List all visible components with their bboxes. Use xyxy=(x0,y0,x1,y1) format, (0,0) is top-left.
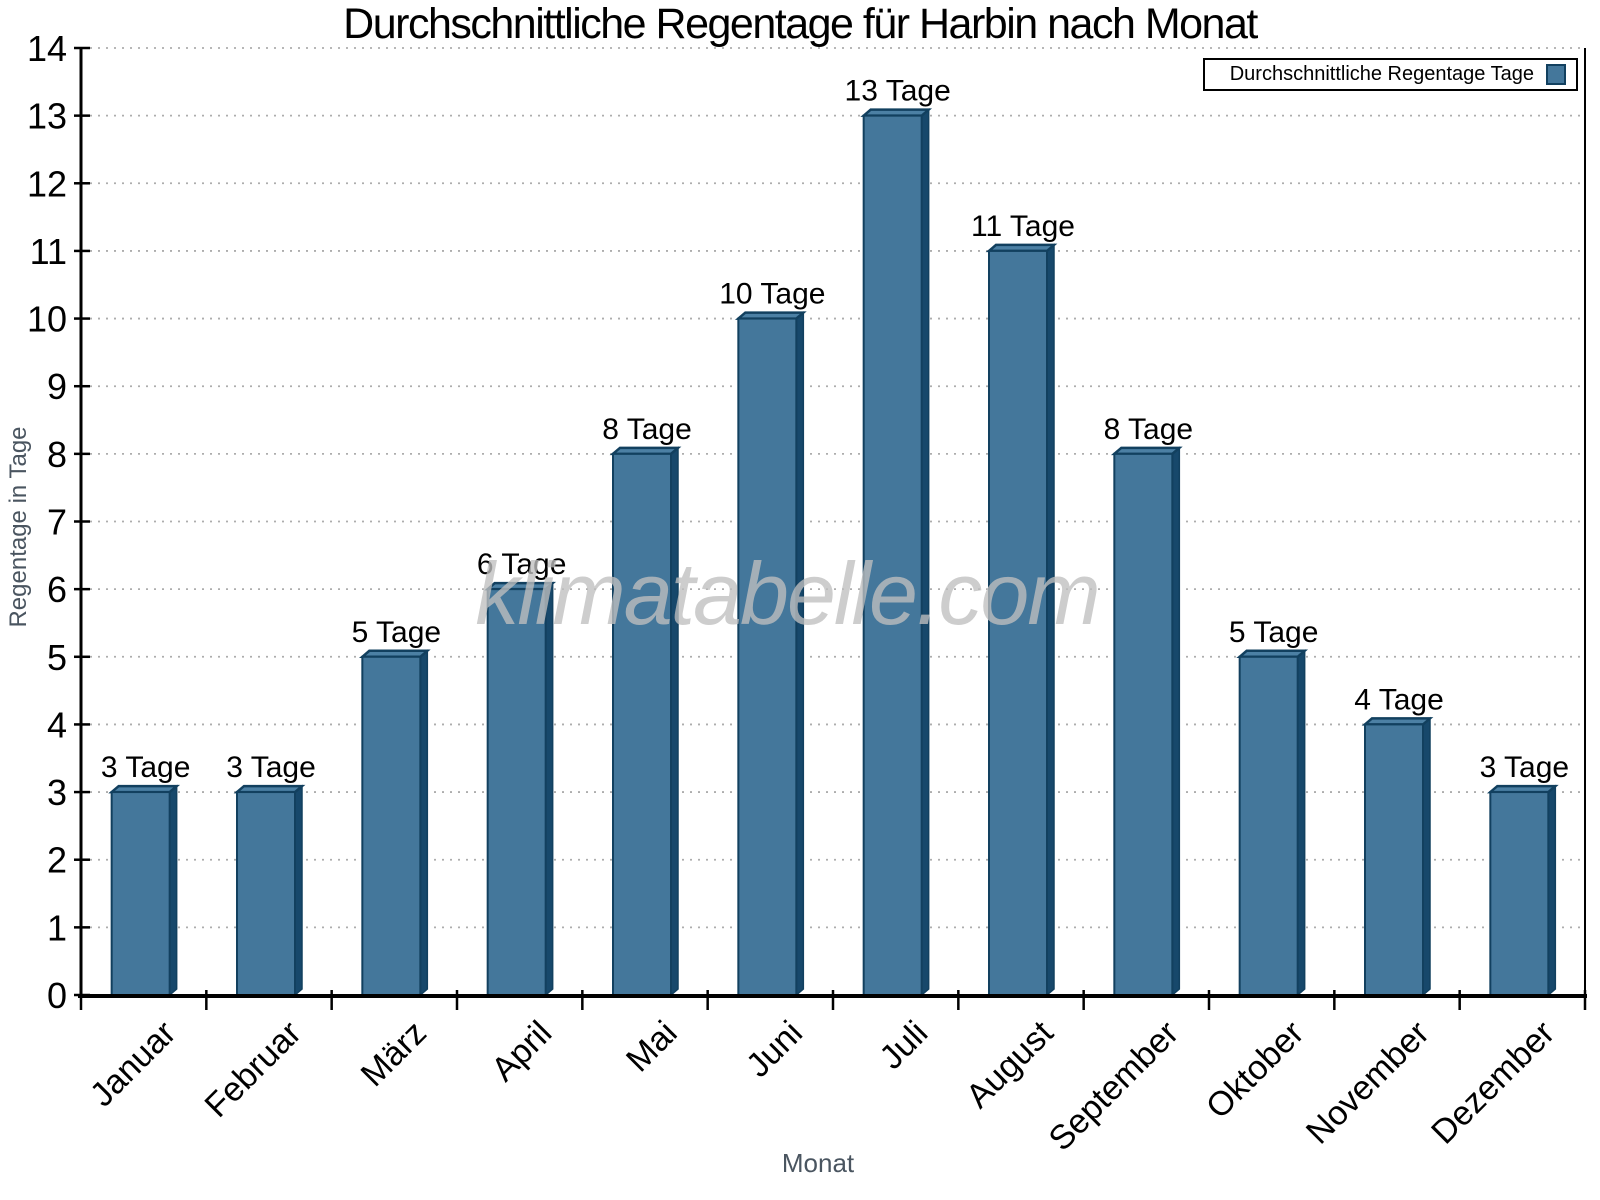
y-tick-label-4: 4 xyxy=(47,704,67,745)
bar-value-label-januar: 3 Tage xyxy=(101,751,191,784)
bar-value-label-november: 4 Tage xyxy=(1354,683,1444,716)
bar-oktober xyxy=(1238,655,1299,996)
bar-marz xyxy=(361,655,422,996)
y-tick-label-6: 6 xyxy=(47,569,67,610)
y-tick-label-0: 0 xyxy=(47,975,67,1016)
x-tick-label-juni: Juni xyxy=(739,1014,810,1085)
bar-januar-side-face xyxy=(168,784,178,997)
bar-september-side-face xyxy=(1171,446,1181,997)
chart-title: Durchschnittliche Regentage für Harbin n… xyxy=(343,0,1258,48)
bar-value-label-februar: 3 Tage xyxy=(226,751,316,784)
x-tick-label-februar: Februar xyxy=(198,1014,309,1125)
y-tick-label-11: 11 xyxy=(30,231,67,272)
bar-value-label-juli: 13 Tage xyxy=(845,75,951,108)
bar-august xyxy=(988,249,1048,996)
y-tick-label-14: 14 xyxy=(27,28,67,69)
x-tick-label-dezember: Dezember xyxy=(1424,1014,1562,1152)
bar-oktober-side-face xyxy=(1296,649,1306,997)
y-tick-label-9: 9 xyxy=(47,366,67,407)
legend-swatch-icon xyxy=(1546,64,1566,85)
x-tick-label-januar: Januar xyxy=(83,1014,183,1114)
x-tick-label-august: August xyxy=(959,1013,1061,1115)
x-tick-label-oktober: Oktober xyxy=(1199,1014,1311,1126)
x-tick-label-juli: Juli xyxy=(872,1014,935,1077)
bar-value-label-april: 6 Tage xyxy=(477,548,567,581)
bar-april-side-face xyxy=(544,581,554,997)
y-tick-label-7: 7 xyxy=(47,502,67,543)
bar-value-label-mai: 8 Tage xyxy=(602,413,692,446)
bar-juni xyxy=(737,317,798,997)
bar-juni-side-face xyxy=(795,310,805,997)
bar-februar-side-face xyxy=(294,784,303,997)
bar-value-label-august: 11 Tage xyxy=(971,210,1075,243)
y-tick-label-3: 3 xyxy=(47,772,67,813)
bar-value-label-juni: 10 Tage xyxy=(719,278,825,311)
y-tick-label-8: 8 xyxy=(47,434,67,475)
bar-november-side-face xyxy=(1422,716,1431,997)
bar-dezember-side-face xyxy=(1547,784,1557,997)
bar-value-label-september: 8 Tage xyxy=(1104,413,1194,446)
bar-dezember xyxy=(1489,791,1550,996)
bar-value-label-oktober: 5 Tage xyxy=(1229,616,1319,649)
y-tick-label-13: 13 xyxy=(27,96,67,137)
y-tick-label-10: 10 xyxy=(27,299,67,340)
legend: Durchschnittliche Regentage Tage xyxy=(1203,58,1578,91)
bar-februar xyxy=(236,791,296,996)
y-tick-label-12: 12 xyxy=(27,163,67,204)
bar-marz-side-face xyxy=(419,649,429,997)
x-tick-label-april: April xyxy=(484,1014,559,1089)
y-tick-label-2: 2 xyxy=(47,840,67,881)
bar-value-label-dezember: 3 Tage xyxy=(1480,751,1570,784)
bar-juli xyxy=(862,114,923,996)
x-tick-label-mai: Mai xyxy=(619,1014,685,1080)
watermark: klimatabelle.com xyxy=(475,544,1098,643)
bar-november xyxy=(1364,723,1424,997)
y-tick-label-1: 1 xyxy=(47,907,67,948)
x-tick-label-marz: März xyxy=(354,1014,434,1094)
bar-value-label-marz: 5 Tage xyxy=(352,616,442,649)
bar-mai-side-face xyxy=(670,446,679,997)
bar-april xyxy=(486,588,547,997)
x-axis-title: Monat xyxy=(781,1148,855,1178)
bar-mai xyxy=(612,452,672,997)
x-tick-label-november: November xyxy=(1299,1014,1437,1152)
x-tick-label-september: September xyxy=(1042,1014,1186,1158)
bar-september xyxy=(1113,452,1174,997)
legend-label: Durchschnittliche Regentage Tage xyxy=(1229,63,1534,85)
y-tick-label-5: 5 xyxy=(47,637,67,678)
bar-januar xyxy=(110,791,171,996)
y-axis-title: Regentage in Tage xyxy=(5,426,32,628)
